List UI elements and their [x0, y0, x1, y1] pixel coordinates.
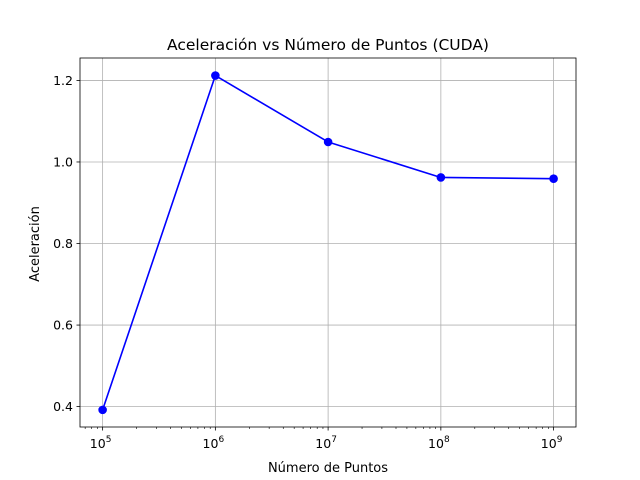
- axis-ticks: 105 106 107 108 109 0.4 0.6 0.8 1.0 1.2: [53, 73, 563, 451]
- y-tick-label: 0.6: [53, 318, 73, 333]
- y-tick-label: 1.0: [53, 154, 73, 169]
- x-tick-label: 107: [315, 435, 337, 451]
- grid-lines: [80, 58, 576, 427]
- data-point: [436, 173, 446, 182]
- x-tick-label: 108: [428, 435, 450, 451]
- y-axis-label: Aceleración: [28, 206, 43, 282]
- x-axis-label: Número de Puntos: [268, 461, 388, 476]
- data-point: [323, 137, 333, 147]
- data-point: [98, 405, 107, 415]
- y-tick-label: 0.8: [53, 236, 73, 251]
- x-tick-label: 105: [90, 435, 112, 451]
- x-tick-label: 109: [541, 435, 563, 451]
- data-point: [549, 174, 558, 183]
- y-tick-label: 0.4: [53, 399, 73, 414]
- data-point: [211, 71, 220, 80]
- series-layer: [98, 71, 558, 415]
- chart-title: Aceleración vs Número de Puntos (CUDA): [167, 36, 489, 54]
- y-tick-label: 1.2: [53, 73, 73, 88]
- plot-area: 105 106 107 108 109 0.4 0.6 0.8 1.0 1.2: [53, 57, 577, 451]
- x-tick-label: 106: [203, 435, 225, 451]
